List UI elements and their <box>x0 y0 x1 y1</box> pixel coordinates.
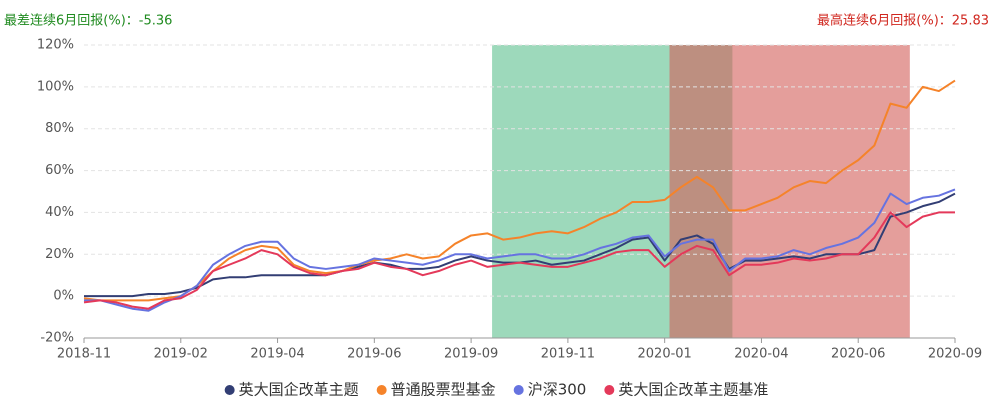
legend-label: 普通股票型基金 <box>391 381 496 399</box>
y-tick-label: 40% <box>45 205 74 220</box>
legend-marker <box>224 385 235 395</box>
series-line <box>84 188 956 312</box>
x-tick-label: 2020-04 <box>734 347 788 362</box>
x-tick-label: 2018-11 <box>57 347 111 362</box>
x-tick-label: 2019-09 <box>444 347 498 362</box>
x-tick-label: 2019-11 <box>541 347 595 362</box>
x-tick-label: 2019-06 <box>347 347 401 362</box>
x-tick-label: 2019-02 <box>154 347 208 362</box>
worst-note: 最差连续6月回报(%)：-5.36 <box>4 13 172 29</box>
legend-label: 沪深300 <box>528 381 587 399</box>
legend-marker <box>376 385 387 395</box>
series-line <box>83 79 956 302</box>
legend-marker <box>513 385 524 395</box>
y-tick-label: 60% <box>45 163 74 178</box>
series-line <box>83 211 955 310</box>
y-tick-label: 120% <box>37 38 74 53</box>
legend-label: 英大国企改革主题 <box>239 381 359 399</box>
y-tick-label: 0% <box>53 289 74 304</box>
y-tick-label: 20% <box>45 247 74 262</box>
highlight-band <box>669 45 910 338</box>
legend-marker <box>604 385 615 395</box>
y-tick-label: 80% <box>45 121 74 136</box>
legend-label: 英大国企改革主题基准 <box>618 381 768 399</box>
y-tick-label: 100% <box>37 79 74 94</box>
best-note: 最高连续6月回报(%)：25.83 <box>817 13 989 29</box>
x-tick-label: 2020-09 <box>928 347 982 362</box>
x-tick-label: 2019-04 <box>250 347 304 362</box>
y-tick-label: -20% <box>40 331 74 346</box>
x-tick-label: 2020-06 <box>831 347 885 362</box>
x-tick-label: 2020-01 <box>638 347 692 362</box>
